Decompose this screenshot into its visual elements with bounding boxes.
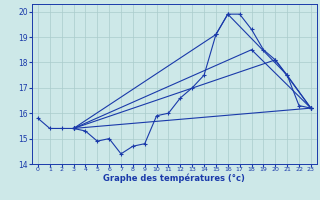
X-axis label: Graphe des températures (°c): Graphe des températures (°c) [103, 174, 245, 183]
